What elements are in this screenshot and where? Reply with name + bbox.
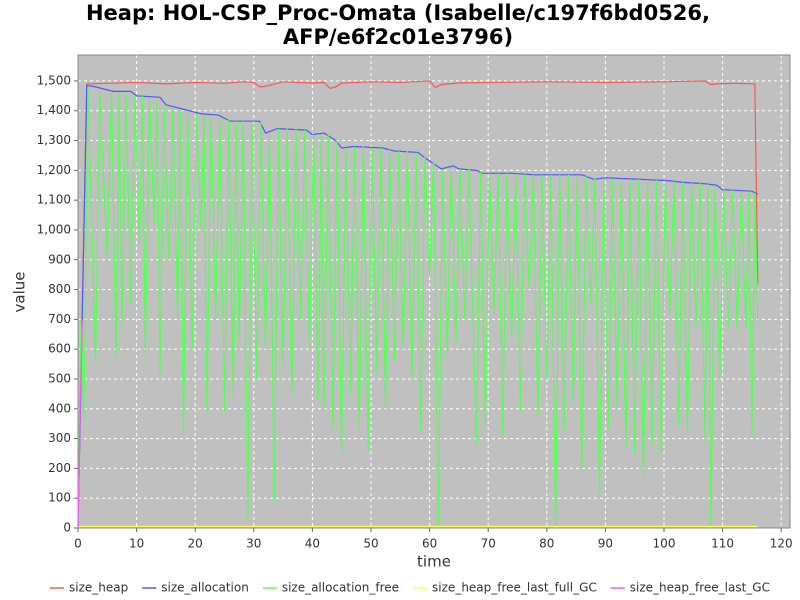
x-tick-label: 90 <box>598 537 613 551</box>
y-tick-label: 1,300 <box>37 133 71 147</box>
y-axis-title: value <box>11 272 29 313</box>
x-tick-label: 20 <box>188 537 203 551</box>
y-tick-label: 400 <box>48 401 71 415</box>
y-tick-label: 300 <box>48 431 71 445</box>
legend-label: size_heap_free_last_full_GC <box>432 581 597 595</box>
x-tick-label: 110 <box>711 537 734 551</box>
y-tick-label: 500 <box>48 371 71 385</box>
y-tick-label: 200 <box>48 461 71 475</box>
y-tick-label: 1,100 <box>37 193 71 207</box>
y-tick-label: 600 <box>48 342 71 356</box>
series-line <box>77 84 759 529</box>
x-tick-label: 10 <box>129 537 144 551</box>
y-tick-label: 800 <box>48 282 71 296</box>
series-line <box>77 319 84 529</box>
x-tick-label: 0 <box>74 537 82 551</box>
plot-border <box>77 54 791 529</box>
x-tick-label: 40 <box>305 537 320 551</box>
x-tick-label: 100 <box>653 537 676 551</box>
x-tick-label: 80 <box>539 537 554 551</box>
y-tick-label: 100 <box>48 491 71 505</box>
legend-label: size_heap_free_last_GC <box>630 581 770 595</box>
y-tick-label: 900 <box>48 252 71 266</box>
legend-label: size_allocation <box>161 581 249 595</box>
x-tick-label: 120 <box>770 537 793 551</box>
series-line <box>77 86 759 529</box>
x-tick-label: 70 <box>481 537 496 551</box>
x-tick-label: 50 <box>363 537 378 551</box>
x-tick-label: 30 <box>246 537 261 551</box>
y-tick-label: 1,400 <box>37 103 71 117</box>
series-line <box>77 80 759 529</box>
y-tick-label: 1,000 <box>37 222 71 236</box>
y-tick-label: 0 <box>63 521 71 535</box>
y-tick-label: 1,500 <box>37 73 71 87</box>
y-tick-label: 700 <box>48 312 71 326</box>
legend-label: size_allocation_free <box>282 581 399 595</box>
x-tick-label: 60 <box>422 537 437 551</box>
x-axis-title: time <box>417 553 451 571</box>
y-tick-label: 1,200 <box>37 163 71 177</box>
chart-title: Heap: HOL-CSP_Proc-Omata (Isabelle/c197f… <box>86 1 710 25</box>
chart-title: AFP/e6f2c01e3796) <box>283 25 513 49</box>
legend-label: size_heap <box>69 581 128 595</box>
